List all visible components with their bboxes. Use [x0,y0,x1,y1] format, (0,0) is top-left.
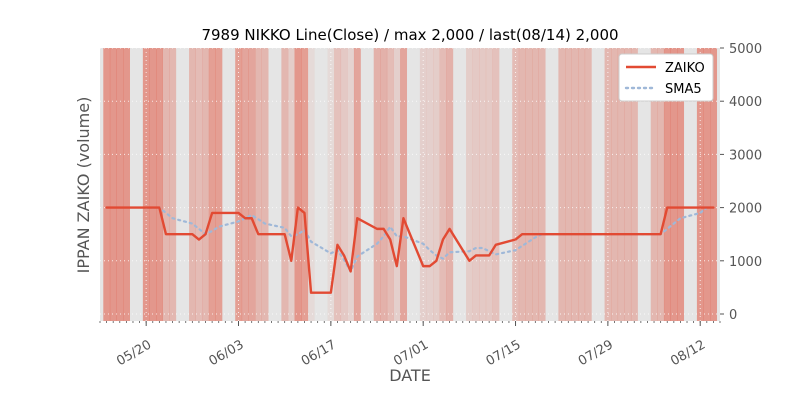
shade-band [347,48,355,321]
y-tick-label: 4000 [729,95,762,110]
shade-band [525,48,533,321]
shade-band [663,48,671,321]
shade-band [485,48,493,321]
y-axis-label: IPPAN ZAIKO (volume) [74,97,93,274]
shade-band [149,48,157,321]
shade-band [439,48,447,321]
shade-band [109,48,117,321]
shade-band [657,48,665,321]
shade-band [248,48,256,321]
shade-band [617,48,625,321]
shade-band [281,48,289,321]
legend-box [618,53,714,102]
shade-band [703,48,711,321]
shade-band [169,48,177,321]
shade-band [294,48,302,321]
shade-band [189,48,196,321]
shade-band [518,48,526,321]
y-axis: 0 1000 2000 3000 4000 5000 [720,42,762,323]
plot-area [100,48,720,321]
grid [100,47,720,321]
shade-band [393,48,401,321]
shade-band [380,48,388,321]
y-tick-label: 2000 [729,202,762,217]
shade-band [301,48,309,321]
shade-band [287,48,295,321]
shade-band [584,48,592,321]
shade-band [123,48,130,321]
shade-band [571,48,579,321]
shade-band [373,48,381,321]
x-axis-label: DATE [389,366,431,385]
shade-band [162,48,170,321]
shade-band [650,48,658,321]
legend-zaiko-label: ZAIKO [665,61,705,76]
shade-band [241,48,249,321]
series-layer [105,206,715,294]
shade-band [578,48,586,321]
shade-band [472,48,480,321]
shade-band [334,48,342,321]
shade-band [255,48,262,321]
shade-band [532,48,539,321]
shade-band [558,48,566,321]
shade-band [630,48,638,321]
shade-band [677,48,685,321]
shade-band [261,48,269,321]
shade-band [466,48,473,321]
series-zaiko-line [105,206,715,294]
shade-band [433,48,440,321]
legend: ZAIKO SMA5 [618,53,714,102]
y-tick-label: 1000 [729,255,762,270]
y-tick-label: 3000 [729,148,762,163]
shade-band [353,48,361,321]
chart-title: 7989 NIKKO Line(Close) / max 2,000 / las… [201,26,618,44]
shade-band [479,48,487,321]
y-tick-label: 5000 [729,42,762,57]
shade-band [538,48,546,321]
shade-band [103,48,111,321]
shade-band [446,48,454,321]
shade-band [611,48,619,321]
shade-band [307,48,315,321]
shade-band [208,48,216,321]
shade-band [565,48,572,321]
shade-band [156,48,163,321]
shade-band [195,48,203,321]
shade-band [340,48,348,321]
shade-band [624,48,632,321]
shade-band [202,48,210,321]
shade-band [426,48,434,321]
shade-band [400,48,408,321]
shade-band [386,48,394,321]
legend-sma5-label: SMA5 [665,82,702,97]
y-tick-label: 0 [729,308,737,323]
shade-band [670,48,678,321]
shade-band [215,48,223,321]
shade-band [116,48,124,321]
shade-band [492,48,500,321]
shade-band [710,48,718,321]
